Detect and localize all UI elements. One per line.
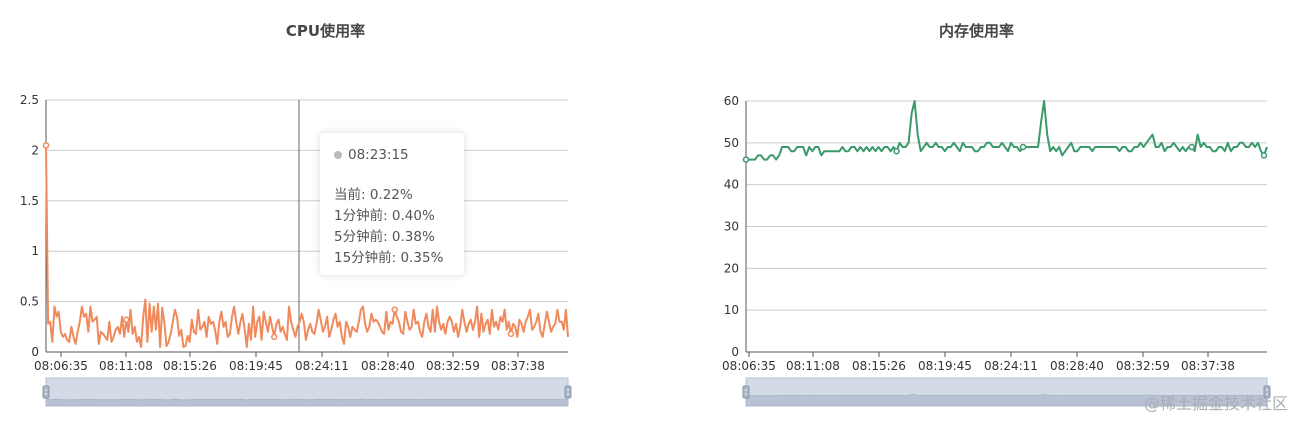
y-tick-label: 1 <box>31 244 39 258</box>
data-point <box>1188 143 1195 151</box>
tooltip-current: 当前: 0.22% <box>334 187 413 203</box>
data-point <box>391 306 398 313</box>
datazoom-preview <box>745 393 1268 407</box>
x-tick-label: 08:06:35 <box>34 359 88 373</box>
data-point <box>123 316 130 323</box>
tooltip: 08:23:15 当前: 0.22% 1分钟前: 0.40% 5分钟前: 0.3… <box>320 133 464 275</box>
chart-title: 内存使用率 <box>938 22 1014 40</box>
memory-chart-panel: 内存使用率 0 10 20 30 40 50 60 08:06:35 08:11:08 08:15… <box>651 0 1302 426</box>
datazoom-handle-right[interactable] <box>1263 385 1271 399</box>
y-tick-label: 40 <box>724 178 739 192</box>
y-tick-label: 0 <box>31 345 39 359</box>
data-point <box>1019 143 1027 151</box>
y-tick-label: 1.5 <box>20 194 39 208</box>
data-point <box>42 142 50 149</box>
y-tick-label: 10 <box>724 303 739 317</box>
data-point <box>270 333 278 341</box>
datazoom-preview <box>45 394 569 407</box>
x-tick-label: 08:32:59 <box>1116 359 1170 373</box>
data-point <box>507 330 515 338</box>
y-tick-label: 2 <box>31 143 39 157</box>
chart-title: CPU使用率 <box>285 22 366 40</box>
x-tick-label: 08:06:35 <box>722 359 776 373</box>
tooltip-1min: 1分钟前: 0.40% <box>334 208 435 224</box>
data-point <box>1260 152 1268 159</box>
watermark: @稀土掘金技术社区 <box>1143 394 1288 413</box>
tooltip-15min: 15分钟前: 0.35% <box>334 250 444 266</box>
datazoom-handle-right[interactable] <box>564 385 572 399</box>
x-tick-label: 08:15:26 <box>852 359 906 373</box>
x-tick-label: 08:28:40 <box>1050 359 1104 373</box>
data-point <box>742 156 750 163</box>
x-tick-label: 08:28:40 <box>361 359 415 373</box>
y-tick-label: 20 <box>724 261 739 275</box>
y-tick-label: 60 <box>724 94 739 108</box>
y-tick-label: 0.5 <box>20 295 39 309</box>
x-tick-label: 08:37:38 <box>1181 359 1235 373</box>
x-tick-label: 08:11:08 <box>786 359 840 373</box>
y-tick-label: 50 <box>724 136 739 150</box>
x-tick-label: 08:15:26 <box>163 359 217 373</box>
cpu-chart-canvas[interactable]: 0 0.5 1 1.5 2 2.5 08:06:35 08:11:08 08:15:26 08:1… <box>0 0 651 426</box>
datazoom-handle-left[interactable] <box>742 385 750 399</box>
y-tick-label: 0 <box>731 345 739 359</box>
series-line[interactable] <box>45 145 569 348</box>
tooltip-5min: 5分钟前: 0.38% <box>334 229 435 245</box>
y-tick-label: 2.5 <box>20 93 39 107</box>
data-point <box>893 147 900 155</box>
x-tick-label: 08:32:59 <box>426 359 480 373</box>
x-tick-label: 08:37:38 <box>491 359 545 373</box>
tooltip-marker-icon <box>334 151 342 159</box>
x-tick-label: 08:19:45 <box>229 359 283 373</box>
y-tick-label: 30 <box>724 220 739 234</box>
memory-chart-canvas[interactable]: 0 10 20 30 40 50 60 08:06:35 08:11:08 08:15:26 08:… <box>651 0 1302 426</box>
x-tick-label: 08:11:08 <box>99 359 153 373</box>
series-line[interactable] <box>746 100 1268 161</box>
x-tick-label: 08:19:45 <box>918 359 972 373</box>
x-tick-label: 08:24:11 <box>984 359 1038 373</box>
cpu-chart-panel: CPU使用率 0 0.5 1 1.5 2 2.5 08:06:35 08:11:08 08:15… <box>0 0 651 426</box>
x-tick-label: 08:24:11 <box>295 359 349 373</box>
tooltip-time: 08:23:15 <box>348 147 409 163</box>
datazoom-handle-left[interactable] <box>42 385 50 399</box>
